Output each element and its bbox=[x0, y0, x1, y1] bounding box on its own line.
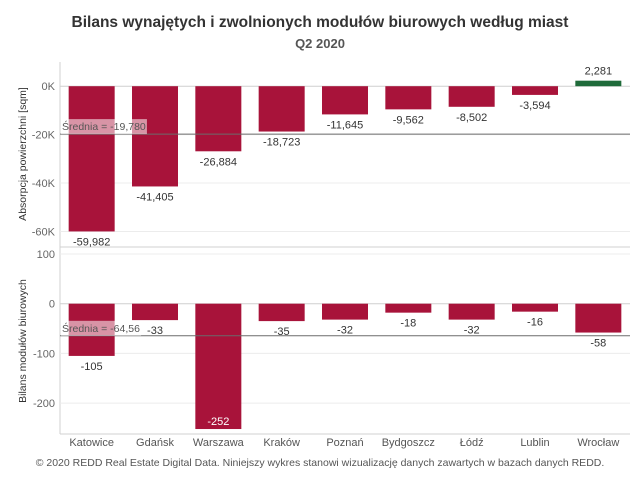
bar-value-label: -41,405 bbox=[136, 191, 173, 203]
bar bbox=[448, 86, 495, 107]
bar bbox=[512, 86, 558, 95]
bar-value-label: 2,281 bbox=[585, 66, 613, 78]
average-reference-label: Średnia = -19,780 bbox=[62, 120, 146, 133]
chart-title: Bilans wynajętych i zwolnionych modułów … bbox=[71, 14, 569, 31]
bar-value-label: -35 bbox=[274, 326, 290, 338]
bar-value-label: -105 bbox=[81, 361, 103, 373]
y-tick-label: -200 bbox=[33, 398, 55, 410]
y-tick-label: 0K bbox=[42, 81, 56, 93]
x-category-label: Katowice bbox=[69, 437, 114, 449]
x-category-label: Warszawa bbox=[193, 437, 245, 449]
average-label-background bbox=[61, 119, 147, 135]
bar bbox=[195, 303, 242, 430]
y-tick-label: 100 bbox=[37, 249, 55, 261]
y-tick-label: 0 bbox=[49, 299, 55, 311]
y-axis-label: Bilans modułów biurowych bbox=[17, 279, 29, 403]
bar bbox=[512, 303, 558, 312]
bar-value-label: -33 bbox=[147, 325, 163, 337]
bar bbox=[322, 303, 368, 320]
bar-value-label: -58 bbox=[590, 338, 606, 350]
bar bbox=[68, 86, 115, 232]
bar-value-label: -3,594 bbox=[519, 100, 550, 112]
y-tick-label: -100 bbox=[33, 348, 55, 360]
bar bbox=[385, 86, 432, 110]
bar bbox=[195, 86, 242, 152]
bar bbox=[132, 86, 178, 187]
bar bbox=[448, 303, 495, 320]
bar-value-label: -11,645 bbox=[327, 119, 364, 131]
bar bbox=[258, 86, 305, 132]
bar-value-label: -8,502 bbox=[456, 112, 487, 124]
bar bbox=[258, 303, 305, 322]
bar-value-label: -252 bbox=[207, 416, 229, 428]
bar bbox=[132, 303, 178, 321]
bar bbox=[575, 80, 622, 87]
bar bbox=[575, 303, 622, 333]
x-category-label: Wrocław bbox=[577, 437, 619, 449]
y-tick-label: -60K bbox=[32, 226, 56, 238]
bar-value-label: -26,884 bbox=[200, 156, 237, 168]
x-category-label: Kraków bbox=[263, 437, 300, 449]
bar-value-label: -32 bbox=[464, 325, 480, 337]
x-category-label: Lublin bbox=[520, 437, 549, 449]
bar-value-label: -9,562 bbox=[393, 114, 424, 126]
average-reference-label: Średnia = -64,56 bbox=[62, 322, 140, 335]
y-tick-label: -20K bbox=[32, 130, 56, 142]
bar-value-label: -18 bbox=[400, 318, 416, 330]
x-category-label: Bydgoszcz bbox=[382, 437, 435, 449]
x-category-label: Łódź bbox=[460, 437, 484, 449]
y-axis-label: Absorpcja powierzchni [sqm] bbox=[17, 87, 29, 221]
bar-value-label: -32 bbox=[337, 325, 353, 337]
y-tick-label: -40K bbox=[32, 178, 56, 190]
x-category-label: Poznań bbox=[326, 437, 363, 449]
x-category-label: Gdańsk bbox=[136, 437, 174, 449]
bar bbox=[322, 86, 368, 115]
bar bbox=[385, 303, 432, 313]
bar-value-label: -59,982 bbox=[73, 236, 110, 248]
copyright-footer: © 2020 REDD Real Estate Digital Data. Ni… bbox=[35, 457, 605, 469]
chart-subtitle: Q2 2020 bbox=[295, 36, 345, 51]
bar-value-label: -16 bbox=[527, 317, 543, 329]
average-label-background bbox=[61, 320, 142, 336]
bar-value-label: -18,723 bbox=[263, 137, 300, 149]
